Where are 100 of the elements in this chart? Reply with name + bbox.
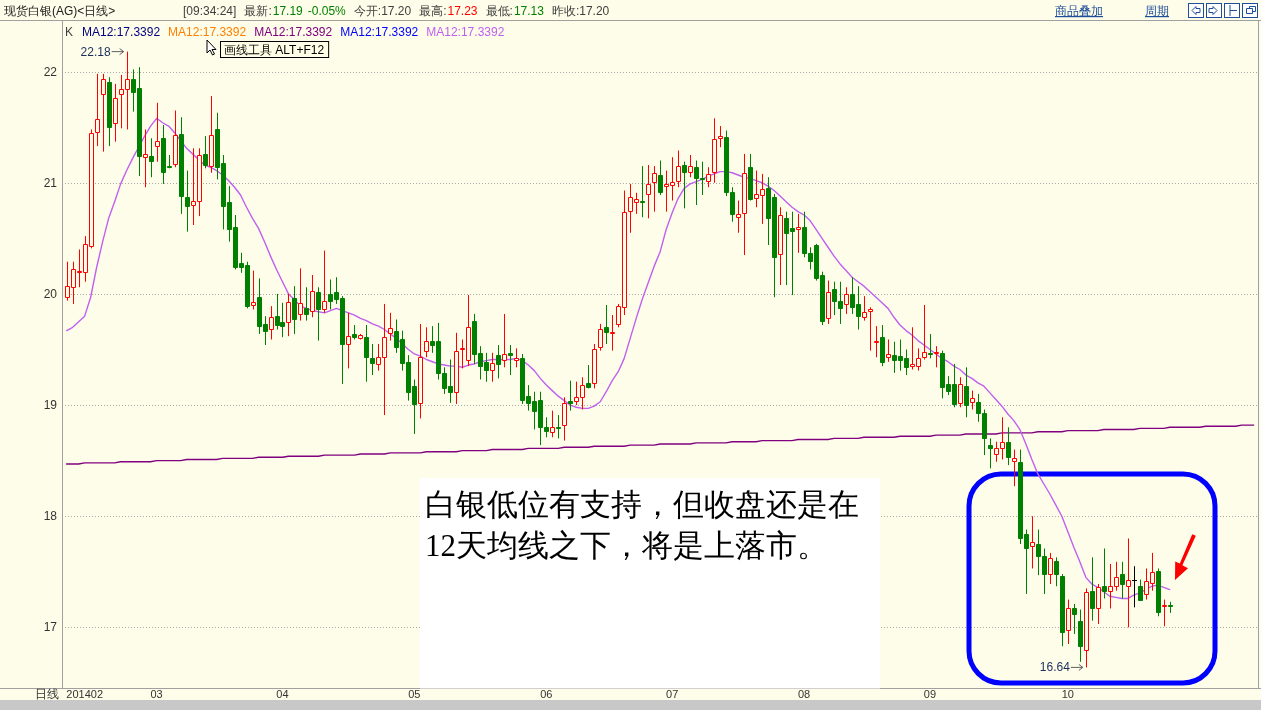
candlestick [868, 306, 873, 352]
candlestick [298, 267, 303, 322]
candlestick [556, 414, 561, 439]
x-tick-label: 05 [408, 688, 421, 700]
text: [09:34:24] [183, 4, 237, 18]
candlestick [1138, 579, 1143, 602]
candlestick [1072, 603, 1077, 635]
candlestick [1162, 599, 1167, 627]
text: 日线 [35, 687, 59, 701]
candlestick [316, 286, 321, 342]
text: 最高: [419, 4, 447, 18]
candlestick [370, 343, 375, 376]
line-series [65, 117, 1171, 600]
text: -0.05% [307, 4, 347, 18]
x-tick-label: 08 [797, 688, 811, 700]
x-tick-label: 03 [150, 688, 163, 700]
candlestick [1006, 426, 1011, 466]
text: MA12:17.3392 [426, 25, 505, 39]
candlestick [502, 313, 507, 368]
candlestick [1012, 449, 1017, 487]
candlestick [706, 166, 711, 188]
candlestick [742, 153, 747, 256]
candlestick [1156, 567, 1161, 617]
candlestick [562, 396, 567, 442]
text: 17.19 [272, 4, 304, 18]
candlestick [886, 339, 891, 363]
x-tick-label: 07 [666, 688, 679, 700]
candlestick [173, 110, 178, 168]
candlestick [862, 295, 867, 322]
candlestick [718, 125, 723, 148]
annotation: 22.18 [80, 44, 111, 59]
candlestick [286, 293, 291, 337]
candlestick [107, 76, 112, 147]
candlestick [796, 213, 801, 254]
candlestick [568, 380, 573, 412]
candlestick [1120, 561, 1125, 599]
candlestick [1131, 565, 1138, 608]
y-tick-label: 19 [43, 398, 58, 413]
annotation: 16.64 [1039, 660, 1071, 675]
candlestick [209, 95, 214, 174]
x-tick-label: 10 [1061, 688, 1074, 700]
y-tick-label: 21 [43, 175, 58, 190]
candlestick [424, 326, 429, 358]
candlestick [310, 274, 315, 318]
candlestick [358, 333, 363, 340]
candlestick [652, 165, 657, 213]
candlestick [490, 352, 495, 383]
text: 17.23 [447, 4, 478, 18]
text: 昨收:17.20 [551, 4, 610, 18]
candlestick [874, 325, 879, 358]
candlestick [113, 83, 118, 143]
candlestick [682, 161, 687, 209]
candlestick [598, 323, 603, 352]
candlestick [1102, 547, 1107, 599]
candlestick [604, 304, 609, 345]
candlestick [928, 333, 933, 359]
candlestick [95, 73, 100, 147]
candlestick [964, 366, 969, 418]
candlestick [586, 364, 591, 389]
text: 17.13 [513, 4, 545, 18]
candlestick [1084, 587, 1089, 668]
candlestick [352, 324, 357, 340]
candlestick [322, 250, 327, 314]
candlestick [880, 324, 885, 367]
text: 周期 [1145, 4, 1169, 18]
candlestick [826, 280, 831, 325]
candlestick [922, 304, 927, 360]
text: 最新: [244, 4, 272, 18]
candlestick [269, 305, 274, 340]
candlestick [251, 270, 256, 310]
candlestick [736, 200, 741, 234]
candlestick [203, 135, 208, 169]
candlestick [610, 314, 615, 352]
candlestick [346, 312, 351, 369]
candlestick [292, 285, 297, 335]
annotation: MA12:17.3392 [254, 25, 333, 39]
y-tick-label: 22 [43, 64, 58, 79]
annotation: 白银低位有支持，但收盘还是在12天均线之下，将是上落市。 [424, 486, 860, 565]
annotation: 画线工具 ALT+F12 [224, 43, 325, 57]
y-tick-label: 17 [43, 620, 58, 635]
x-tick-label: 201402 [66, 688, 104, 700]
candlestick [712, 117, 717, 184]
y-tick-label: 20 [43, 286, 58, 301]
candlestick [101, 73, 106, 153]
text: 今开:17.20 [353, 4, 412, 18]
candlestick [988, 437, 993, 469]
candlestick [1096, 583, 1101, 625]
candlestick [143, 128, 148, 188]
x-tick-label: 04 [276, 688, 289, 700]
x-tick-label: 06 [540, 688, 553, 700]
annotation: MA12:17.3392 [340, 25, 419, 39]
candlestick [388, 312, 393, 342]
candlestick [1066, 599, 1071, 645]
candlestick [646, 164, 651, 219]
candlestick [658, 160, 663, 196]
candlestick [1060, 573, 1065, 647]
annotation: MA12:17.3392 [168, 25, 247, 39]
candlestick [778, 206, 783, 286]
candlestick [676, 150, 681, 188]
candlestick [508, 344, 513, 376]
